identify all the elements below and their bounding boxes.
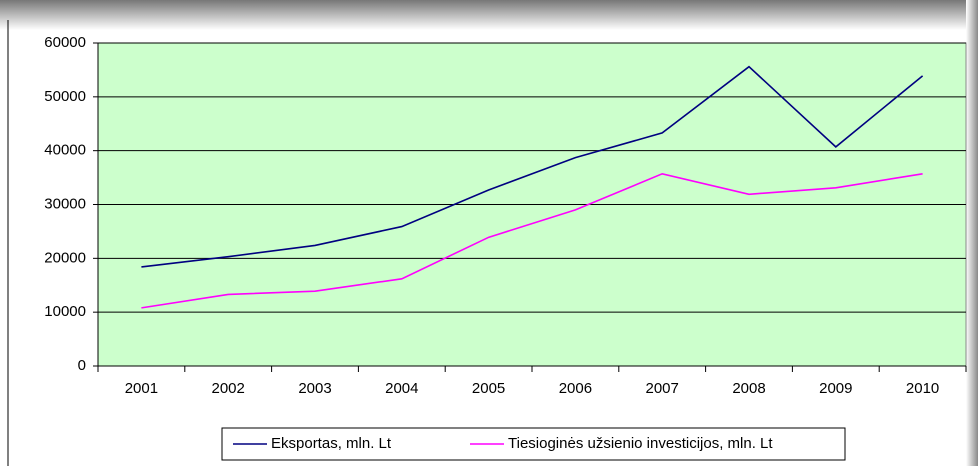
shade-right [966, 0, 978, 466]
y-tick-label: 20000 [44, 249, 86, 266]
y-tick-label: 30000 [44, 195, 86, 212]
x-tick-label: 2009 [819, 380, 852, 397]
series-line [141, 65, 924, 268]
y-tick-label: 0 [78, 357, 86, 374]
x-tick-label: 2004 [385, 380, 418, 397]
legend [221, 427, 846, 461]
x-tick-label: 2006 [559, 380, 592, 397]
shade-top [0, 0, 978, 30]
legend-label: Eksportas, mln. Lt [271, 435, 392, 452]
x-tick-label: 2008 [732, 380, 765, 397]
series-line [141, 172, 923, 309]
y-tick-label: 60000 [44, 34, 86, 51]
legend-label: Tiesioginės užsienio investicijos, mln. … [508, 435, 773, 452]
x-tick-label: 2007 [646, 380, 679, 397]
x-tick-label: 2005 [472, 380, 505, 397]
y-tick-label: 10000 [44, 303, 86, 320]
x-tick-label: 2002 [212, 380, 245, 397]
y-tick-label: 40000 [44, 142, 86, 159]
x-tick-label: 2001 [125, 380, 158, 397]
x-tick-label: 2010 [906, 380, 939, 397]
x-tick-label: 2003 [298, 380, 331, 397]
y-tick-label: 50000 [44, 88, 86, 105]
